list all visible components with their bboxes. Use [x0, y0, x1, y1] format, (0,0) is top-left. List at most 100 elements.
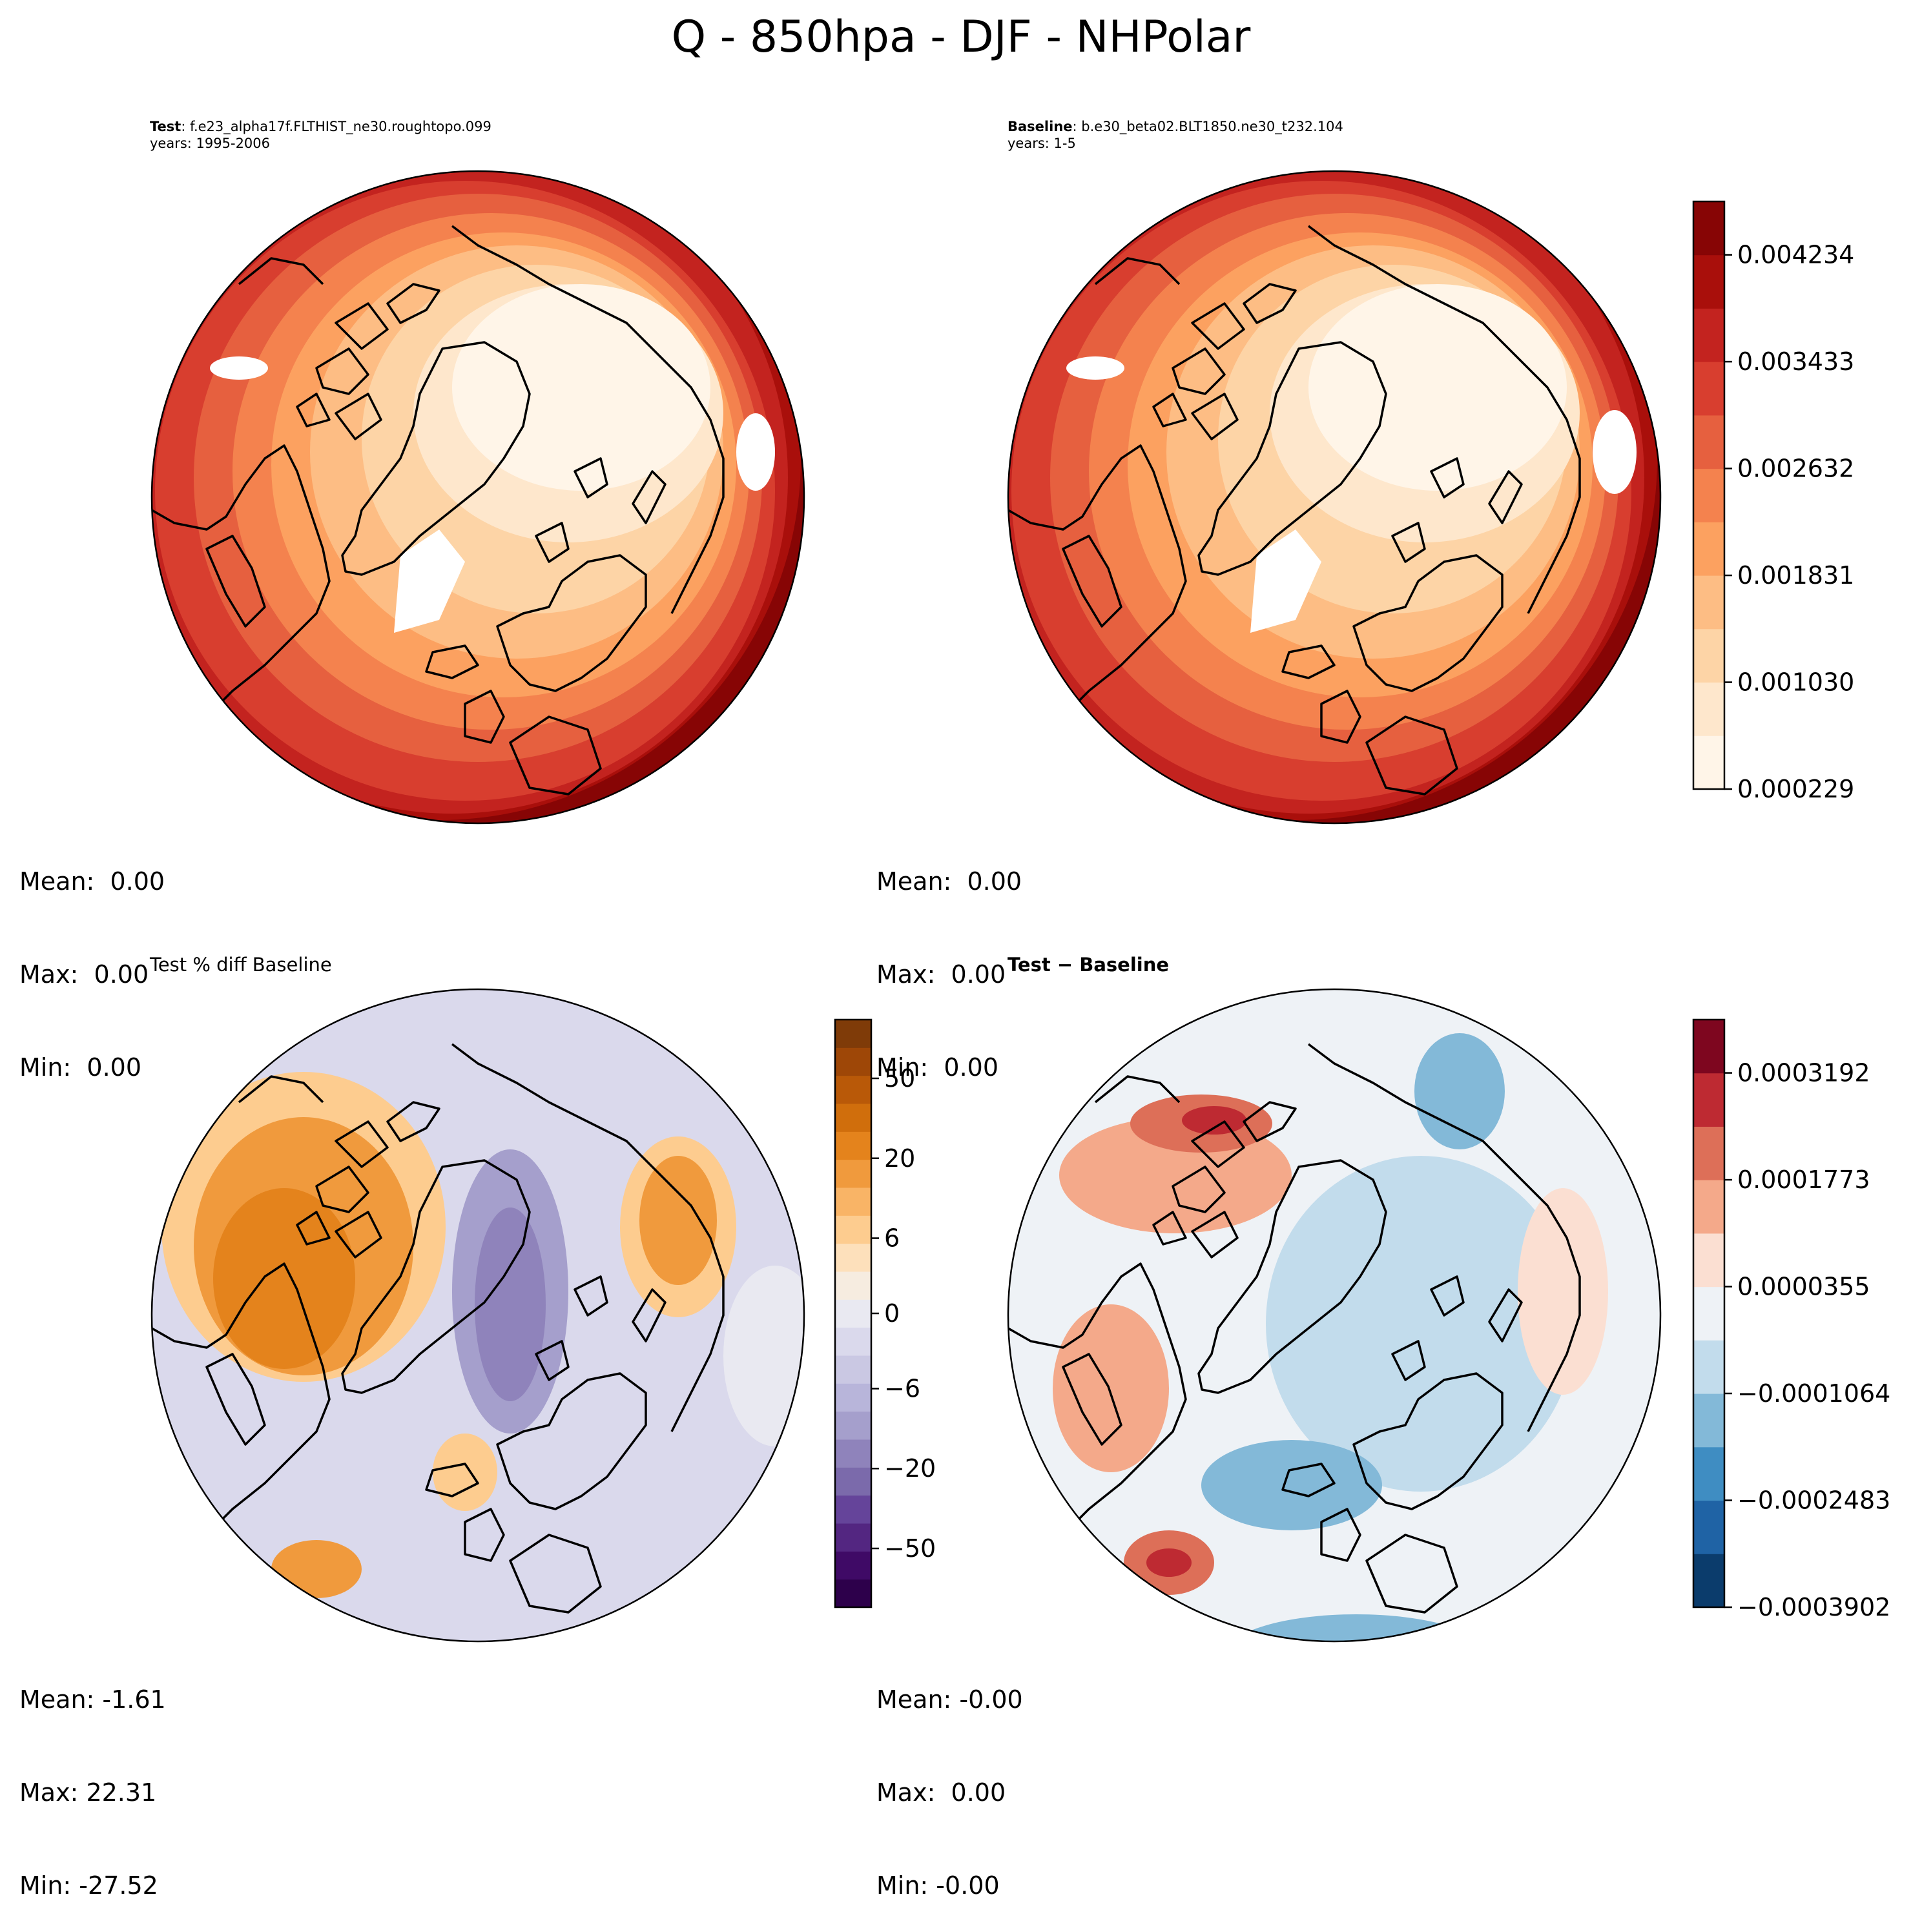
baseline-max: Max: 0.00 — [876, 960, 1006, 989]
diff-colorbar-swatch — [1693, 1554, 1724, 1608]
main-colorbar-tick-label: 0.002632 — [1737, 455, 1854, 483]
pctdiff-colorbar-tick-label: 0 — [884, 1299, 900, 1328]
pctdiff-colorbar-swatch — [835, 1215, 871, 1244]
pctdiff-colorbar-tick-label: 50 — [884, 1064, 915, 1093]
pctdiff-colorbar-swatch — [835, 1020, 871, 1048]
pctdiff-map — [152, 989, 804, 1641]
main-colorbar-swatch — [1693, 682, 1724, 736]
main-colorbar-tick-label: 0.000229 — [1737, 775, 1854, 803]
pctdiff-colorbar-swatch — [835, 1243, 871, 1272]
diff-colorbar-swatch — [1693, 1340, 1724, 1394]
main-colorbar-swatch — [1693, 575, 1724, 630]
pctdiff-max: Max: 22.31 — [19, 1778, 157, 1807]
main-colorbar-swatch — [1693, 362, 1724, 416]
pctdiff-colorbar-swatch — [835, 1047, 871, 1076]
main-colorbar-tick-label: 0.003433 — [1737, 347, 1854, 376]
pctdiff-colorbar-swatch — [835, 1159, 871, 1188]
diff-max: Max: 0.00 — [876, 1778, 1006, 1807]
pctdiff-colorbar-tick-label: −6 — [884, 1374, 920, 1403]
pctdiff-colorbar-tick-label: 20 — [884, 1144, 915, 1173]
test-case: : f.e23_alpha17f.FLTHIST_ne30.roughtopo.… — [181, 119, 491, 134]
diff-colorbar-swatch — [1693, 1393, 1724, 1448]
pctdiff-colorbar-swatch — [835, 1439, 871, 1468]
pctdiff-colorbar-swatch — [835, 1467, 871, 1496]
baseline-mean: Mean: 0.00 — [876, 867, 1022, 896]
test-stats: Mean: 0.00 Max: 0.00 Min: 0.00 — [19, 804, 165, 1114]
pctdiff-colorbar-swatch — [835, 1131, 871, 1160]
diff-colorbar-tick-label: −0.0003902 — [1737, 1593, 1890, 1621]
baseline-panel-title: Baseline: b.e30_beta02.BLT1850.ne30_t232… — [1008, 118, 1343, 152]
pctdiff-colorbar-swatch — [835, 1075, 871, 1104]
main-colorbar-swatch — [1693, 735, 1724, 790]
pctdiff-colorbar: 50 20 6 0 −6 −20 −50 — [834, 1018, 936, 1608]
test-max: Max: 0.00 — [19, 960, 149, 989]
pctdiff-colorbar-swatch — [835, 1579, 871, 1608]
pctdiff-colorbar-tick-label: −50 — [884, 1534, 936, 1563]
main-colorbar-swatch — [1693, 254, 1724, 309]
baseline-years: years: 1-5 — [1008, 136, 1076, 151]
diff-colorbar-outline — [1692, 1018, 1726, 1608]
diff-colorbar-tick-label: 0.0001773 — [1737, 1166, 1870, 1194]
diff-panel-title: Test − Baseline — [1008, 954, 1170, 976]
main-colorbar-swatch — [1693, 522, 1724, 576]
pctdiff-colorbar-swatch — [835, 1495, 871, 1524]
pctdiff-colorbar-swatch — [835, 1187, 871, 1216]
diff-colorbar-tick-label: −0.0002483 — [1737, 1486, 1890, 1514]
baseline-case: : b.e30_beta02.BLT1850.ne30_t232.104 — [1072, 119, 1343, 134]
diff-map-frame — [1007, 988, 1662, 1643]
main-colorbar-swatch — [1693, 201, 1724, 256]
figure-canvas: 0.000229 0.001030 0.001831 0.002632 0.003433… — [150, 170, 1890, 1643]
diff-map — [1008, 989, 1660, 1641]
pctdiff-panel-title: Test % diff Baseline — [150, 954, 332, 976]
pctdiff-colorbar-swatch — [835, 1383, 871, 1412]
baseline-label: Baseline — [1008, 119, 1073, 134]
main-colorbar-swatch — [1693, 415, 1724, 469]
pctdiff-colorbar-swatch — [835, 1271, 871, 1300]
pctdiff-colorbar-tick-label: 6 — [884, 1224, 900, 1253]
diff-colorbar-swatch — [1693, 1073, 1724, 1127]
main-colorbar-tick-label: 0.004234 — [1737, 241, 1854, 269]
diff-colorbar-swatch — [1693, 1446, 1724, 1501]
main-colorbar-swatch — [1693, 468, 1724, 522]
baseline-map — [1008, 171, 1660, 823]
pctdiff-map-frame — [150, 988, 805, 1643]
pctdiff-colorbar-swatch — [835, 1523, 871, 1552]
main-colorbar: 0.000229 0.001030 0.001831 0.002632 0.003433… — [1692, 200, 1854, 803]
diff-colorbar-tick-label: −0.0001064 — [1737, 1379, 1890, 1408]
diff-colorbar-swatch — [1693, 1126, 1724, 1180]
diff-colorbar-tick-label: 0.0003192 — [1737, 1059, 1870, 1087]
test-label: Test — [150, 119, 181, 134]
pctdiff-mean: Mean: -1.61 — [19, 1685, 166, 1714]
pctdiff-colorbar-swatch — [835, 1104, 871, 1132]
main-colorbar-swatch — [1693, 308, 1724, 362]
diff-mean: Mean: -0.00 — [876, 1685, 1023, 1714]
diff-colorbar-swatch — [1693, 1233, 1724, 1288]
diff-colorbar-swatch — [1693, 1500, 1724, 1554]
test-map — [152, 171, 804, 823]
test-map-frame — [150, 170, 805, 825]
diff-colorbar-swatch — [1693, 1286, 1724, 1341]
baseline-map-frame — [1007, 170, 1662, 825]
main-colorbar-outline — [1692, 200, 1726, 790]
figure-title: Q - 850hpa - DJF - NHPolar — [671, 12, 1251, 63]
pctdiff-colorbar-swatch — [835, 1411, 871, 1440]
main-colorbar-tick-label: 0.001831 — [1737, 561, 1854, 590]
diff-colorbar: 0.0003192 0.0001773 0.0000355 −0.0001064 −0.… — [1692, 1018, 1890, 1621]
diff-colorbar-tick-label: 0.0000355 — [1737, 1272, 1870, 1300]
pctdiff-colorbar-swatch — [835, 1299, 871, 1328]
main-colorbar-swatch — [1693, 628, 1724, 683]
baseline-stats: Mean: 0.00 Max: 0.00 Min: 0.00 — [876, 804, 1022, 1114]
test-panel-title: Test: f.e23_alpha17f.FLTHIST_ne30.rought… — [150, 118, 491, 152]
main-colorbar-tick-label: 0.001030 — [1737, 668, 1854, 697]
test-mean: Mean: 0.00 — [19, 867, 165, 896]
pctdiff-min: Min: -27.52 — [19, 1871, 158, 1900]
baseline-min: Min: 0.00 — [876, 1053, 998, 1082]
diff-colorbar-swatch — [1693, 1180, 1724, 1234]
pctdiff-colorbar-swatch — [835, 1551, 871, 1580]
test-years: years: 1995-2006 — [150, 136, 271, 151]
pctdiff-colorbar-swatch — [835, 1355, 871, 1384]
diff-min: Min: -0.00 — [876, 1871, 1000, 1900]
diff-colorbar-swatch — [1693, 1020, 1724, 1074]
pctdiff-colorbar-swatch — [835, 1327, 871, 1356]
test-min: Min: 0.00 — [19, 1053, 141, 1082]
